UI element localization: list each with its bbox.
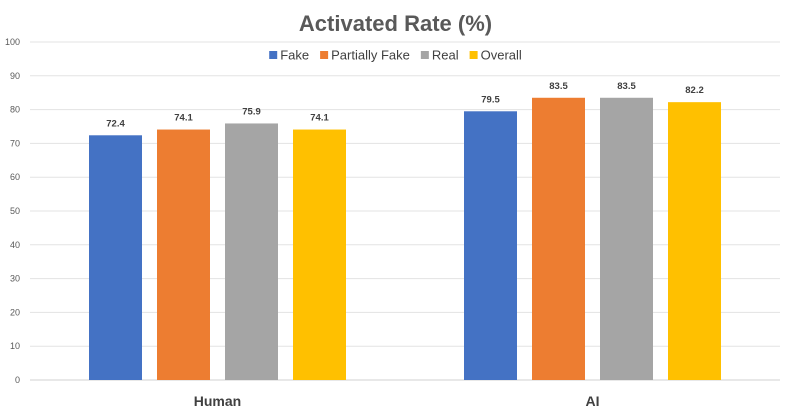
legend-item-overall: Overall bbox=[469, 48, 522, 63]
y-tick-label-70: 70 bbox=[10, 138, 20, 148]
data-label-human-overall: 74.1 bbox=[310, 113, 329, 124]
y-tick-label-0: 0 bbox=[15, 375, 20, 385]
y-tick-label-80: 80 bbox=[10, 105, 20, 115]
legend-label-overall: Overall bbox=[481, 48, 522, 63]
data-label-human-partially-fake: 74.1 bbox=[174, 113, 193, 124]
bar-human-fake bbox=[89, 135, 142, 380]
legend-item-partially-fake: Partially Fake bbox=[320, 48, 410, 63]
legend-swatch-partially-fake bbox=[320, 51, 329, 59]
legend-swatch-real bbox=[420, 51, 429, 59]
bar-human-overall bbox=[293, 129, 346, 380]
y-tick-label-10: 10 bbox=[10, 341, 20, 351]
legend-item-fake: Fake bbox=[269, 48, 309, 63]
legend-swatch-overall bbox=[469, 51, 478, 59]
bar-ai-fake bbox=[464, 111, 517, 380]
legend: Fake Partially Fake Real Overall bbox=[269, 48, 522, 63]
y-tick-label-100: 100 bbox=[5, 37, 20, 47]
category-label-ai: AI bbox=[586, 393, 600, 409]
y-axis-ticks: 0 10 20 30 40 50 60 70 80 90 100 bbox=[5, 37, 20, 385]
data-labels: 72.4 74.1 75.9 74.1 79.5 83.5 83.5 82.2 bbox=[106, 81, 704, 130]
legend-swatch-fake bbox=[269, 51, 278, 59]
x-axis-categories: Human AI bbox=[194, 393, 600, 409]
y-tick-label-60: 60 bbox=[10, 172, 20, 182]
category-label-human: Human bbox=[194, 393, 241, 409]
bar-human-partially-fake bbox=[157, 129, 210, 380]
chart-title: Activated Rate (%) bbox=[299, 11, 492, 36]
data-label-ai-overall: 82.2 bbox=[685, 85, 704, 96]
bars bbox=[89, 97, 721, 381]
legend-label-fake: Fake bbox=[280, 48, 309, 63]
data-label-ai-partially-fake: 83.5 bbox=[549, 81, 568, 92]
y-tick-label-40: 40 bbox=[10, 240, 20, 250]
y-tick-label-50: 50 bbox=[10, 206, 20, 216]
bar-ai-real bbox=[600, 97, 653, 381]
data-label-ai-real: 83.5 bbox=[617, 81, 636, 92]
legend-label-real: Real bbox=[432, 48, 459, 63]
bar-ai-overall bbox=[668, 102, 721, 380]
data-label-human-real: 75.9 bbox=[242, 106, 261, 117]
gridlines bbox=[30, 41, 780, 381]
data-label-human-fake: 72.4 bbox=[106, 118, 125, 129]
y-tick-label-90: 90 bbox=[10, 71, 20, 81]
y-tick-label-30: 30 bbox=[10, 274, 20, 284]
y-tick-label-20: 20 bbox=[10, 307, 20, 317]
bar-ai-partially-fake bbox=[532, 97, 585, 381]
bar-human-real bbox=[225, 123, 278, 380]
data-label-ai-fake: 79.5 bbox=[481, 94, 500, 105]
legend-item-real: Real bbox=[420, 48, 459, 63]
legend-label-partially-fake: Partially Fake bbox=[331, 48, 410, 63]
